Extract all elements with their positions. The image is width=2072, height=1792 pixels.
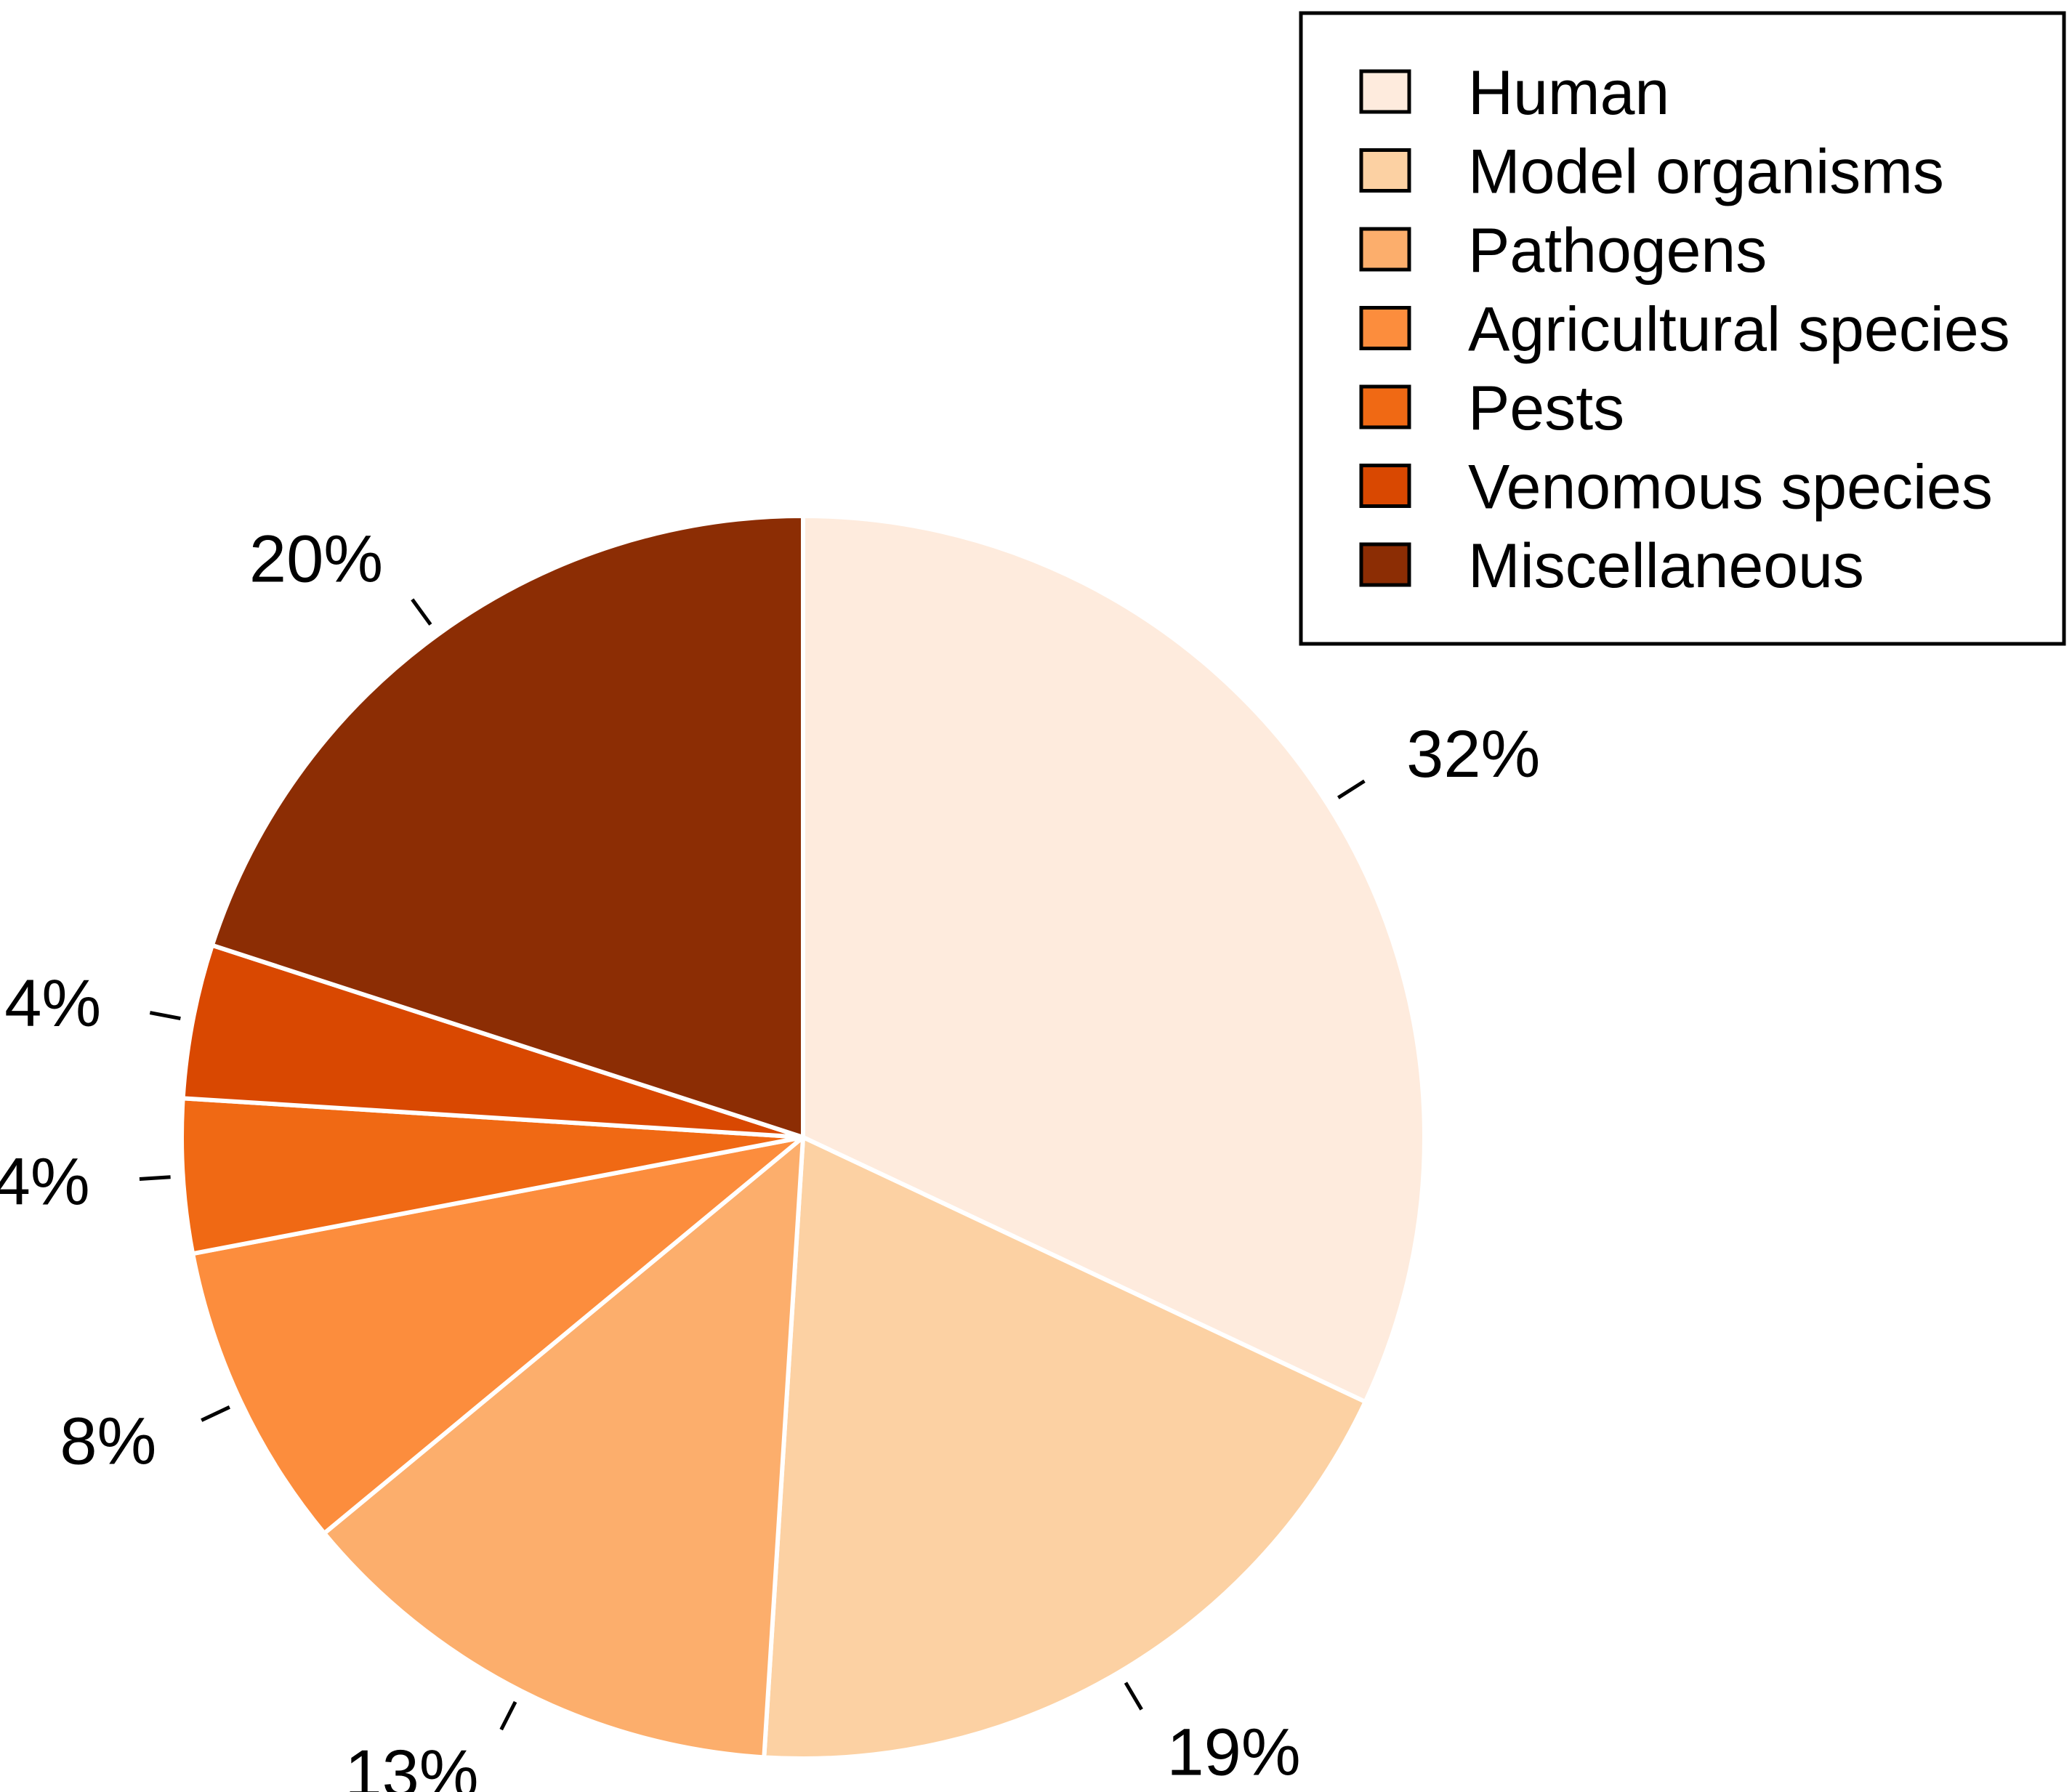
legend-swatch-model-organisms bbox=[1359, 148, 1411, 193]
legend-swatch-miscellaneous bbox=[1359, 542, 1411, 587]
pie-slice-pathogens bbox=[322, 1135, 805, 1760]
legend-swatch-agricultural-species bbox=[1359, 306, 1411, 350]
legend-swatch-human bbox=[1359, 69, 1411, 114]
pie-slice-miscellaneous bbox=[209, 514, 805, 1139]
legend-items: Human Model organisms Pathogens Agricultura… bbox=[1359, 58, 2010, 601]
legend-label-pests: Pests bbox=[1468, 374, 1624, 443]
label-ticks bbox=[139, 598, 1366, 1731]
slice-label-venomous-species: 4% bbox=[4, 966, 101, 1041]
legend-label-miscellaneous: Miscellaneous bbox=[1468, 531, 1864, 601]
pie-slices bbox=[180, 514, 1427, 1761]
legend-label-venomous-species: Venomous species bbox=[1468, 453, 1993, 522]
pie-slice-pests bbox=[180, 1096, 805, 1256]
label-tick-miscellaneous bbox=[411, 598, 432, 626]
label-tick-pests bbox=[139, 1175, 171, 1181]
legend-label-model-organisms: Model organisms bbox=[1468, 137, 1944, 207]
legend-label-human: Human bbox=[1468, 58, 1669, 128]
pie-slice-venomous-species bbox=[180, 943, 805, 1139]
slice-label-human: 32% bbox=[1406, 717, 1540, 791]
slice-label-agricultural-species: 8% bbox=[60, 1405, 156, 1479]
label-tick-agricultural-species bbox=[201, 1405, 230, 1422]
pie-slice-model-organisms bbox=[762, 1135, 1368, 1761]
label-tick-human bbox=[1337, 779, 1366, 799]
legend-swatch-pathogens bbox=[1359, 227, 1411, 272]
legend-swatch-venomous-species bbox=[1359, 464, 1411, 508]
slice-labels: 32% 19% 13% 8% 4% 4% 20% bbox=[0, 522, 1540, 1792]
legend-label-pathogens: Pathogens bbox=[1468, 216, 1767, 286]
pie-slice-agricultural-species bbox=[190, 1135, 805, 1535]
slice-label-pathogens: 13% bbox=[344, 1737, 478, 1792]
pie-slice-human bbox=[801, 514, 1427, 1405]
legend-box bbox=[1299, 11, 2066, 646]
legend: Human Model organisms Pathogens Agricultura… bbox=[1299, 11, 2066, 646]
legend-swatch-pests bbox=[1359, 384, 1411, 429]
label-tick-model-organisms bbox=[1124, 1682, 1143, 1711]
slice-label-pests: 4% bbox=[0, 1145, 90, 1219]
slice-label-miscellaneous: 20% bbox=[249, 522, 383, 597]
slice-label-model-organisms: 19% bbox=[1167, 1715, 1301, 1789]
label-tick-pathogens bbox=[499, 1700, 517, 1731]
label-tick-venomous-species bbox=[149, 1011, 181, 1021]
legend-label-agricultural-species: Agricultural species bbox=[1468, 295, 2010, 365]
